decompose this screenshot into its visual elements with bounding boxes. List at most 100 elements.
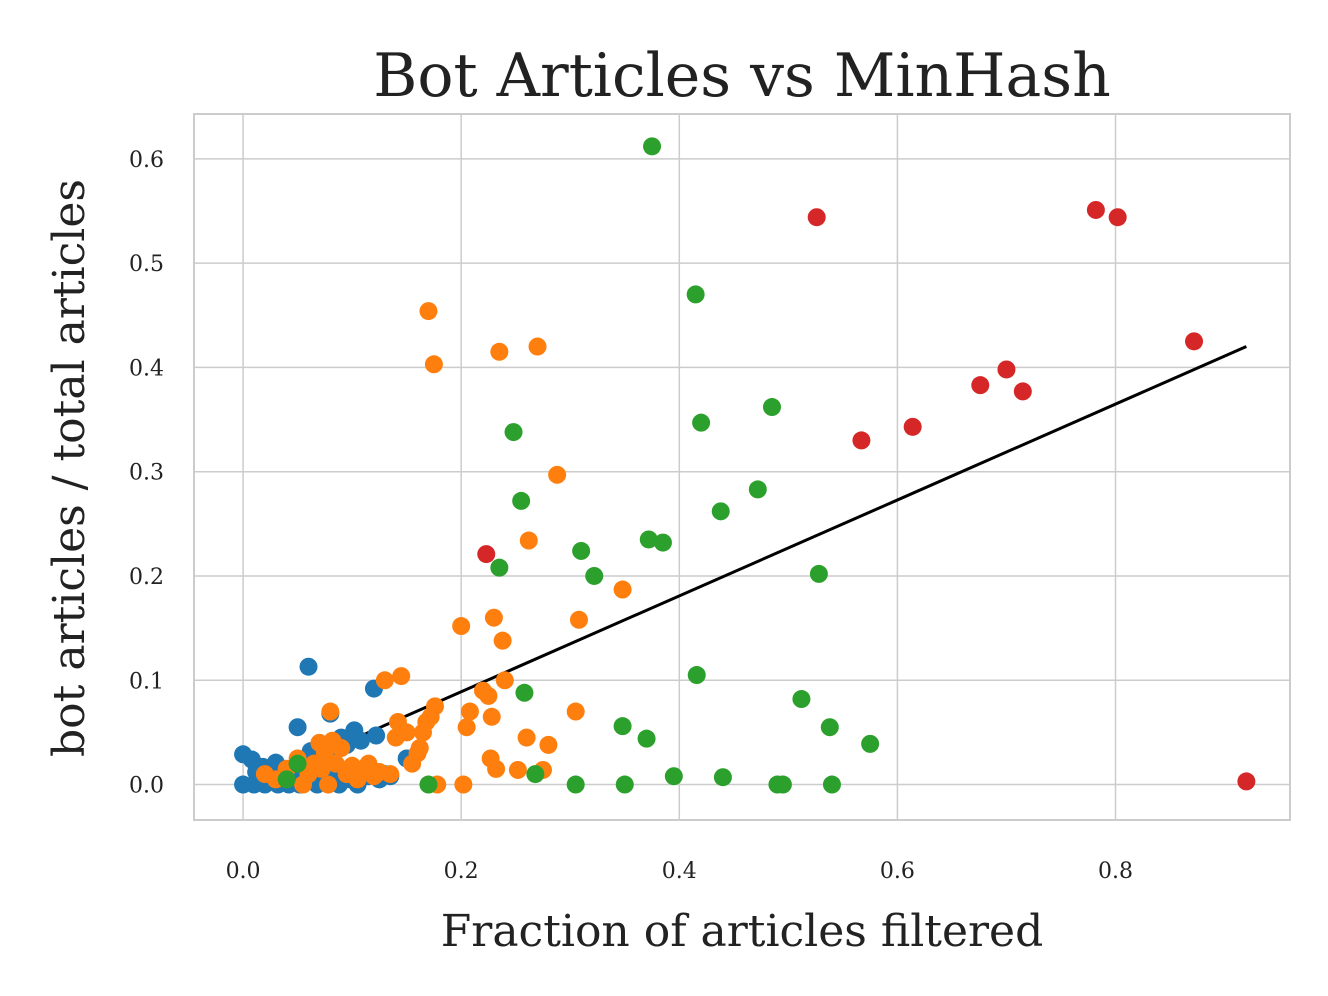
data-point [971, 376, 990, 395]
data-point [643, 137, 662, 156]
y-tick-label: 0.5 [129, 252, 164, 277]
data-point [495, 671, 514, 690]
x-tick-label: 0.4 [662, 859, 697, 884]
data-point [312, 759, 331, 778]
data-point [277, 770, 296, 789]
data-point [490, 342, 509, 361]
data-point [381, 765, 400, 784]
data-point [852, 431, 871, 450]
x-tick-label: 0.0 [226, 859, 261, 884]
data-point [792, 690, 811, 709]
x-tick-label: 0.2 [444, 859, 479, 884]
data-point [460, 702, 479, 721]
data-point [807, 208, 826, 227]
data-point [1108, 208, 1127, 227]
data-point [711, 502, 730, 521]
data-point [820, 718, 839, 737]
data-point [1086, 200, 1105, 219]
data-point [566, 775, 585, 794]
y-tick-label: 0.6 [129, 148, 164, 173]
data-point [566, 702, 585, 721]
data-point [664, 767, 683, 786]
data-point [653, 533, 672, 552]
data-point [487, 759, 506, 778]
data-point [585, 566, 604, 585]
data-point [809, 564, 828, 583]
y-axis-label: bot articles / total articles [44, 179, 95, 757]
plot-frame [193, 113, 1291, 821]
data-point [410, 739, 429, 758]
data-point [713, 768, 732, 787]
x-axis-label: Fraction of articles filtered [441, 906, 1044, 957]
data-point [457, 718, 476, 737]
data-point [1013, 382, 1032, 401]
x-tick-label: 0.6 [880, 859, 915, 884]
data-point [351, 731, 370, 750]
data-point [454, 775, 473, 794]
y-tick-label: 0.1 [129, 669, 164, 694]
trend-line [242, 345, 1247, 790]
data-point [997, 360, 1016, 379]
data-point [639, 530, 658, 549]
data-point [392, 667, 411, 686]
data-point [528, 337, 547, 356]
data-point [367, 726, 386, 745]
data-points [234, 137, 1256, 794]
data-point [426, 697, 445, 716]
data-point [288, 718, 307, 737]
data-point [613, 717, 632, 736]
series-3 [477, 200, 1256, 791]
data-point [903, 417, 922, 436]
chart-title: Bot Articles vs MinHash [373, 41, 1110, 111]
data-point [512, 491, 531, 510]
data-point [526, 765, 545, 784]
data-point [508, 760, 527, 779]
data-point [321, 702, 340, 721]
data-point [332, 739, 351, 758]
y-tick-label: 0.4 [129, 356, 164, 381]
series-2 [277, 137, 880, 794]
data-point [452, 617, 471, 636]
y-tick-label: 0.3 [129, 461, 164, 486]
data-point [692, 413, 711, 432]
data-point [569, 610, 588, 629]
data-point [615, 775, 634, 794]
y-tick-label: 0.2 [129, 565, 164, 590]
y-tick-labels: 0.0 0.1 0.2 0.3 0.4 0.5 0.6 [129, 148, 164, 799]
series-1 [255, 302, 632, 794]
data-point [517, 728, 536, 747]
y-tick-label: 0.0 [129, 774, 164, 799]
data-point [637, 729, 656, 748]
data-point [861, 734, 880, 753]
data-point [686, 285, 705, 304]
data-point [299, 657, 318, 676]
data-point [419, 302, 438, 321]
data-point [288, 754, 307, 773]
data-point [773, 775, 792, 794]
data-point [424, 355, 443, 374]
data-point [482, 707, 501, 726]
data-point [539, 735, 558, 754]
data-point [319, 775, 338, 794]
data-point [479, 686, 498, 705]
data-point [548, 465, 567, 484]
data-point [477, 545, 496, 564]
data-point [572, 541, 591, 560]
data-point [748, 480, 767, 499]
data-point [375, 671, 394, 690]
data-point [419, 775, 438, 794]
data-point [484, 608, 503, 627]
data-point [519, 531, 538, 550]
data-point [504, 423, 523, 442]
data-point [490, 558, 509, 577]
data-point [762, 398, 781, 417]
data-point [493, 631, 512, 650]
data-point [1185, 332, 1204, 351]
data-point [687, 666, 706, 685]
data-point [515, 683, 534, 702]
data-point [822, 775, 841, 794]
x-tick-labels: 0.0 0.2 0.4 0.6 0.8 [226, 859, 1133, 884]
x-tick-label: 0.8 [1098, 859, 1133, 884]
